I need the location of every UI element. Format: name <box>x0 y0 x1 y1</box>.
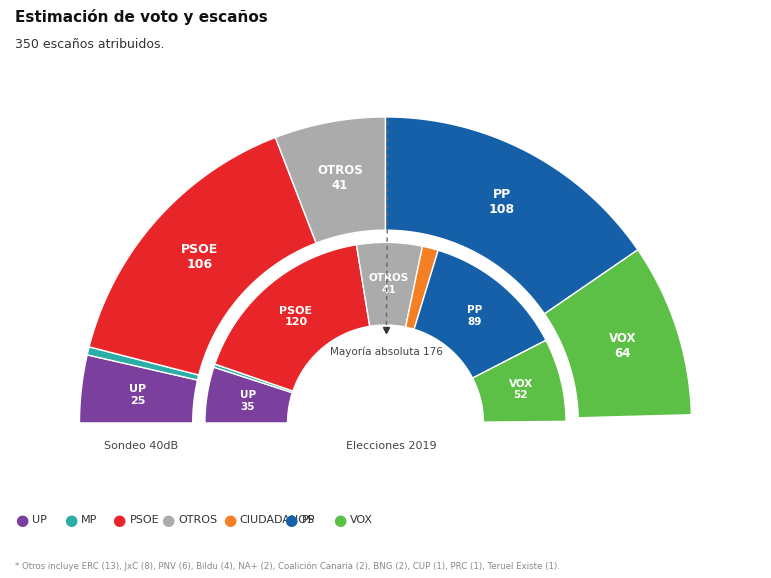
Text: ●: ● <box>223 513 236 528</box>
Text: PP: PP <box>301 515 315 525</box>
Text: ●: ● <box>333 513 346 528</box>
Polygon shape <box>215 244 370 391</box>
Text: UP: UP <box>32 515 47 525</box>
Text: CIUDADANOS: CIUDADANOS <box>240 515 315 525</box>
Text: ●: ● <box>161 513 174 528</box>
Text: PSOE
120: PSOE 120 <box>279 306 312 327</box>
Text: MP: MP <box>81 515 97 525</box>
Polygon shape <box>87 347 199 380</box>
Text: Mayoría absoluta 176: Mayoría absoluta 176 <box>330 346 443 357</box>
Text: * Otros incluye ERC (13), JxC (8), PNV (6), Bildu (4), NA+ (2), Coalición Canari: * Otros incluye ERC (13), JxC (8), PNV (… <box>15 562 561 571</box>
Polygon shape <box>414 250 546 378</box>
Text: ●: ● <box>113 513 126 528</box>
Text: OTROS
41: OTROS 41 <box>317 164 362 192</box>
Text: ●: ● <box>64 513 77 528</box>
Text: PSOE: PSOE <box>130 515 159 525</box>
Polygon shape <box>386 117 638 314</box>
Polygon shape <box>544 250 692 418</box>
Text: ●: ● <box>15 513 29 528</box>
Polygon shape <box>406 246 438 329</box>
Text: Sondeo 40dB: Sondeo 40dB <box>104 442 178 451</box>
Text: OTROS: OTROS <box>178 515 217 525</box>
Text: UP
25: UP 25 <box>129 384 146 406</box>
Text: VOX
52: VOX 52 <box>509 379 533 401</box>
Text: OTROS
41: OTROS 41 <box>369 273 409 295</box>
Polygon shape <box>275 117 386 243</box>
Text: Estimación de voto y escaños: Estimación de voto y escaños <box>15 9 268 25</box>
Text: UP
35: UP 35 <box>240 390 256 412</box>
Text: PSOE
106: PSOE 106 <box>180 243 217 271</box>
Polygon shape <box>79 355 197 423</box>
Polygon shape <box>473 340 566 422</box>
Text: ●: ● <box>284 513 298 528</box>
Text: PP
108: PP 108 <box>489 188 515 216</box>
Polygon shape <box>89 138 316 375</box>
Text: VOX
64: VOX 64 <box>609 332 636 360</box>
Polygon shape <box>205 367 292 423</box>
Text: 350 escaños atribuidos.: 350 escaños atribuidos. <box>15 38 165 50</box>
Polygon shape <box>356 242 423 327</box>
Text: PP
89: PP 89 <box>467 305 483 327</box>
Text: VOX: VOX <box>350 515 373 525</box>
Polygon shape <box>214 364 293 392</box>
Text: Elecciones 2019: Elecciones 2019 <box>345 442 436 451</box>
